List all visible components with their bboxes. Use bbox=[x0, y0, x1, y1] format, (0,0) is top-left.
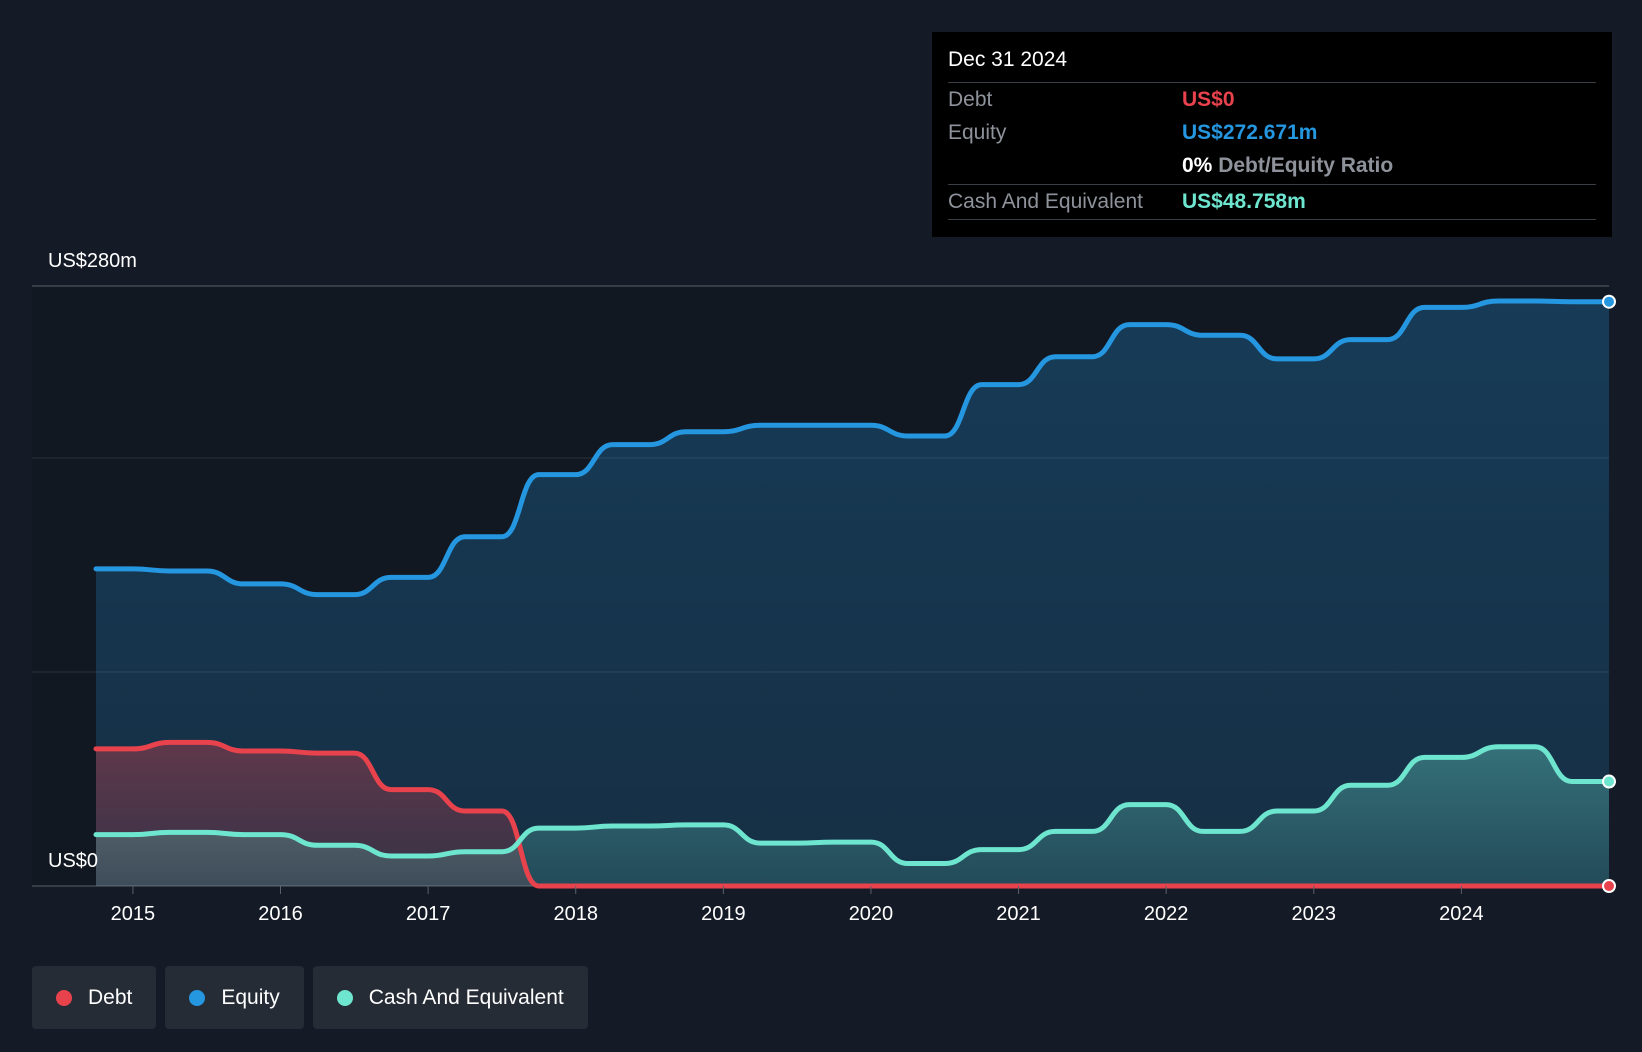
y-axis-top-label: US$280m bbox=[48, 250, 137, 273]
legend-label-debt: Debt bbox=[88, 986, 132, 1010]
tooltip-row-cash: Cash And Equivalent US$48.758m bbox=[948, 184, 1596, 220]
y-axis-bottom-label: US$0 bbox=[48, 850, 98, 873]
x-tick-label-2018: 2018 bbox=[553, 903, 598, 925]
x-tick-label-2015: 2015 bbox=[111, 903, 156, 925]
tooltip-ratio-value: 0% bbox=[1182, 154, 1212, 177]
equity-end-marker[interactable] bbox=[1603, 296, 1615, 308]
tooltip-ratio-label: Debt/Equity Ratio bbox=[1218, 154, 1393, 177]
tooltip-cash-label: Cash And Equivalent bbox=[948, 190, 1143, 214]
tooltip-ratio: 0% Debt/Equity Ratio bbox=[1182, 154, 1393, 178]
cash-and-equivalent-end-marker[interactable] bbox=[1603, 776, 1615, 788]
x-tick-label-2024: 2024 bbox=[1439, 903, 1484, 925]
legend-dot-debt-icon bbox=[56, 990, 72, 1006]
x-tick-label-2022: 2022 bbox=[1144, 903, 1189, 925]
x-tick-label-2020: 2020 bbox=[849, 903, 894, 925]
legend-label-equity: Equity bbox=[221, 986, 279, 1010]
x-tick-label-2021: 2021 bbox=[996, 903, 1041, 925]
tooltip-equity-value: US$272.671m bbox=[1182, 121, 1317, 145]
tooltip-cash-value: US$48.758m bbox=[1182, 190, 1306, 214]
x-tick-label-2023: 2023 bbox=[1292, 903, 1337, 925]
tooltip: Dec 31 2024 Debt US$0 Equity US$272.671m… bbox=[932, 32, 1612, 237]
legend-item-cash[interactable]: Cash And Equivalent bbox=[313, 966, 588, 1029]
debt-equity-chart: 2015 2016 2017 2018 2019 2020 2021 2022 2023 2024… bbox=[0, 0, 1642, 1052]
legend-dot-equity-icon bbox=[189, 990, 205, 1006]
debt-end-marker[interactable] bbox=[1603, 880, 1615, 892]
tooltip-equity-label: Equity bbox=[948, 121, 1006, 145]
x-tick-label-2016: 2016 bbox=[258, 903, 303, 925]
x-tick-label-2017: 2017 bbox=[406, 903, 451, 925]
tooltip-row-debt: Debt US$0 bbox=[948, 82, 1596, 117]
tooltip-debt-value: US$0 bbox=[1182, 88, 1235, 112]
x-tick-label-2019: 2019 bbox=[701, 903, 746, 925]
legend-dot-cash-icon bbox=[337, 990, 353, 1006]
tooltip-date: Dec 31 2024 bbox=[948, 48, 1067, 72]
legend: Debt Equity Cash And Equivalent bbox=[32, 966, 588, 1029]
tooltip-row-equity: Equity US$272.671m bbox=[948, 116, 1596, 150]
legend-item-equity[interactable]: Equity bbox=[165, 966, 303, 1029]
legend-item-debt[interactable]: Debt bbox=[32, 966, 156, 1029]
legend-label-cash: Cash And Equivalent bbox=[369, 986, 564, 1010]
tooltip-debt-label: Debt bbox=[948, 88, 992, 112]
